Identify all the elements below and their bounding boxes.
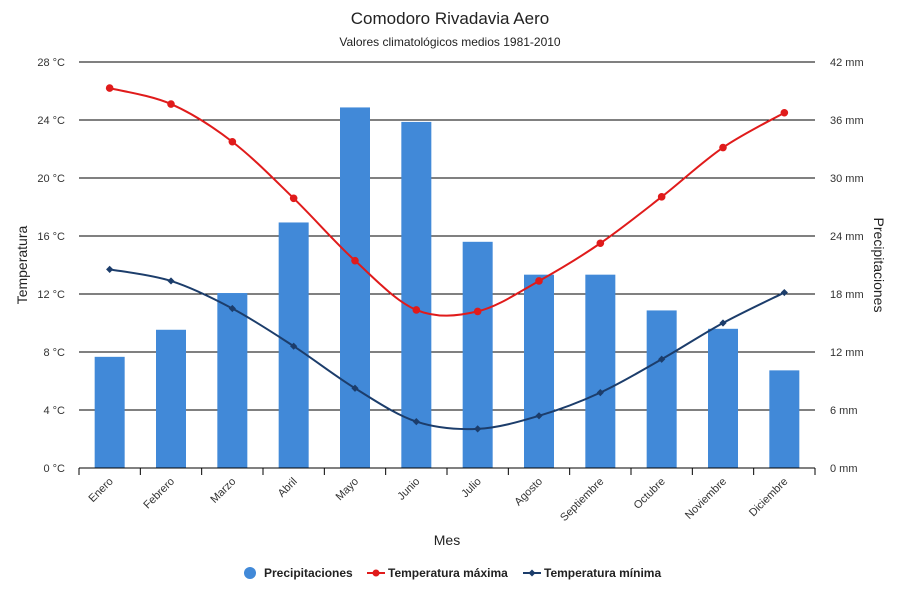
legend-label: Temperatura máxima	[388, 566, 508, 580]
x-tick-label: Marzo	[208, 476, 238, 506]
y-left-tick-label: 16 °C	[37, 231, 65, 243]
y-left-tick-label: 8 °C	[43, 347, 65, 359]
y-right-tick-label: 0 mm	[830, 463, 858, 475]
max-temp-point	[657, 193, 666, 201]
y-right-tick-label: 36 mm	[830, 115, 864, 127]
precipitation-bar	[708, 328, 738, 468]
x-tick-label: Diciembre	[747, 476, 790, 519]
legend-circle-icon	[372, 569, 380, 577]
axes	[78, 467, 816, 475]
x-tick-label: Febrero	[141, 476, 177, 512]
precipitation-bar	[156, 329, 186, 468]
legend-item: Precipitaciones	[244, 566, 353, 580]
y-right-tick-label: 12 mm	[830, 347, 864, 359]
y-left-tick-label: 4 °C	[43, 405, 65, 417]
precipitation-bar	[94, 356, 125, 468]
y-axis-left-label: Temperatura	[14, 225, 30, 304]
precipitation-bar	[769, 370, 800, 468]
y-right-tick-label: 30 mm	[830, 173, 864, 185]
x-tick-label: Junio	[395, 476, 422, 503]
precipitation-bars	[94, 107, 800, 468]
chart-title: Comodoro Rivadavia Aero	[351, 9, 549, 28]
max-temp-point	[351, 256, 359, 265]
x-tick-label: Enero	[87, 476, 116, 505]
precipitation-bar	[585, 274, 616, 468]
min-temp-point	[535, 412, 543, 420]
x-tick-label: Agosto	[512, 476, 545, 509]
min-temp-point	[106, 265, 114, 273]
chart-subtitle: Valores climatológicos medios 1981-2010	[339, 35, 561, 49]
precipitation-bar	[340, 107, 370, 468]
legend-label: Temperatura mínima	[544, 566, 661, 580]
max-temp-point	[719, 143, 727, 152]
min-temp-point	[596, 389, 604, 397]
x-tick-label: Abril	[276, 476, 300, 500]
x-tick-label: Mayo	[334, 476, 362, 504]
min-temp-point	[167, 277, 175, 285]
precipitation-bar	[646, 310, 677, 468]
y-right-tick-label: 42 mm	[830, 57, 864, 69]
precipitation-bar	[462, 241, 493, 468]
y-left-tick-label: 24 °C	[37, 115, 65, 127]
precipitation-bar	[217, 293, 248, 468]
min-temp-point	[228, 304, 236, 313]
y-right-tick-label: 6 mm	[830, 405, 858, 417]
legend: Precipitaciones Temperatura máxima Tempera…	[244, 566, 661, 580]
y-left-tick-label: 20 °C	[37, 173, 65, 185]
legend-diamond-icon	[528, 569, 536, 577]
precipitation-bar	[401, 121, 432, 468]
min-temp-line	[109, 268, 785, 431]
legend-item: Temperatura mínima	[523, 566, 661, 580]
y-right-tick-label: 18 mm	[830, 289, 864, 301]
max-temp-point	[780, 108, 789, 117]
min-temp-point	[351, 384, 359, 392]
max-temp-point	[596, 239, 605, 248]
y-axis-right-label: Precipitaciones	[871, 218, 887, 313]
legend-bar-icon	[244, 567, 256, 579]
x-tick-label: Septiembre	[558, 476, 606, 524]
min-temp-point	[412, 418, 420, 426]
temperature-lines	[105, 84, 789, 433]
x-tick-label: Noviembre	[683, 476, 729, 522]
min-temp-point	[474, 425, 482, 433]
max-temp-point	[412, 306, 421, 314]
legend-item: Temperatura máxima	[367, 566, 508, 580]
min-temp-point	[719, 319, 727, 327]
min-temp-point	[290, 342, 298, 350]
legend-label: Precipitaciones	[264, 566, 353, 580]
max-temp-point	[289, 194, 298, 203]
min-temp-point	[658, 355, 666, 363]
min-temp-point	[780, 288, 788, 297]
precipitation-bar	[524, 274, 554, 468]
max-temp-line	[109, 87, 785, 317]
max-temp-point	[167, 100, 175, 108]
max-temp-point	[228, 137, 237, 146]
y-left-tick-label: 12 °C	[37, 289, 65, 301]
y-right-tick-label: 24 mm	[830, 231, 864, 243]
y-left-tick-label: 0 °C	[43, 463, 65, 475]
max-temp-point	[105, 84, 114, 92]
x-tick-label: Julio	[459, 476, 483, 500]
y-left-tick-label: 28 °C	[37, 57, 65, 69]
max-temp-point	[535, 277, 543, 285]
max-temp-point	[473, 307, 482, 316]
x-axis-label: Mes	[434, 532, 460, 548]
x-tick-label: Octubre	[632, 476, 668, 512]
